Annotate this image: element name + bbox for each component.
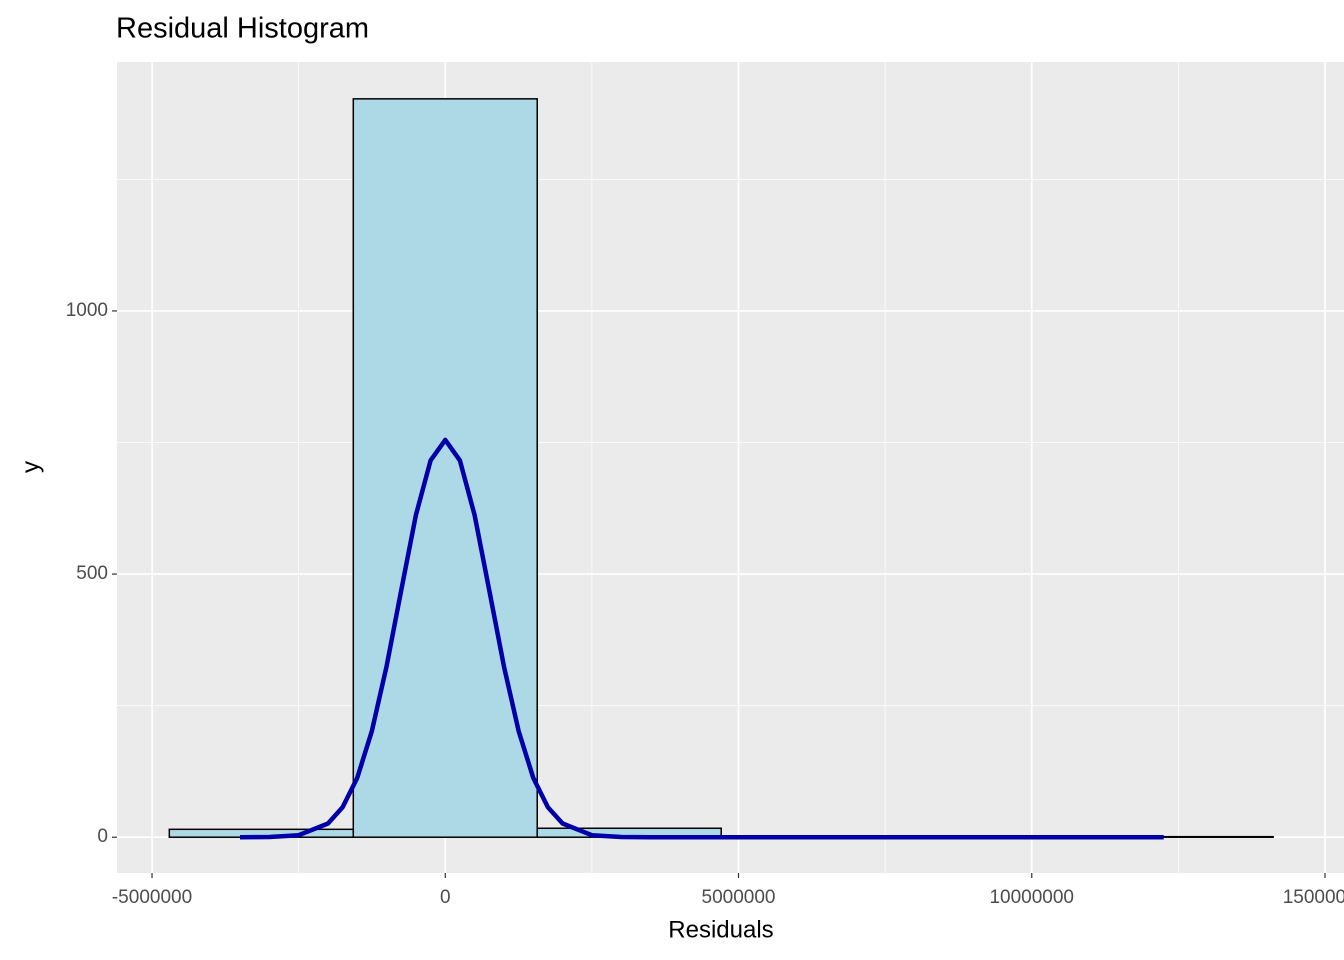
x-tick-label: 0 bbox=[440, 887, 451, 908]
chart-title: Residual Histogram bbox=[116, 13, 369, 45]
y-tick-label: 1000 bbox=[66, 300, 108, 321]
density-curve bbox=[239, 437, 1164, 840]
x-axis-title: Residuals bbox=[668, 916, 773, 943]
y-axis-title: y bbox=[17, 461, 44, 473]
x-tick-label: 10000000 bbox=[989, 887, 1074, 908]
x-tick-label: -5000000 bbox=[112, 887, 192, 908]
x-tick-label: 5000000 bbox=[702, 887, 776, 908]
y-tick-label: 0 bbox=[97, 826, 108, 847]
y-tick-label: 500 bbox=[76, 563, 108, 584]
histogram-bar bbox=[352, 98, 538, 838]
x-tick-label: 15000000 bbox=[1283, 887, 1344, 908]
panel bbox=[117, 62, 1344, 873]
